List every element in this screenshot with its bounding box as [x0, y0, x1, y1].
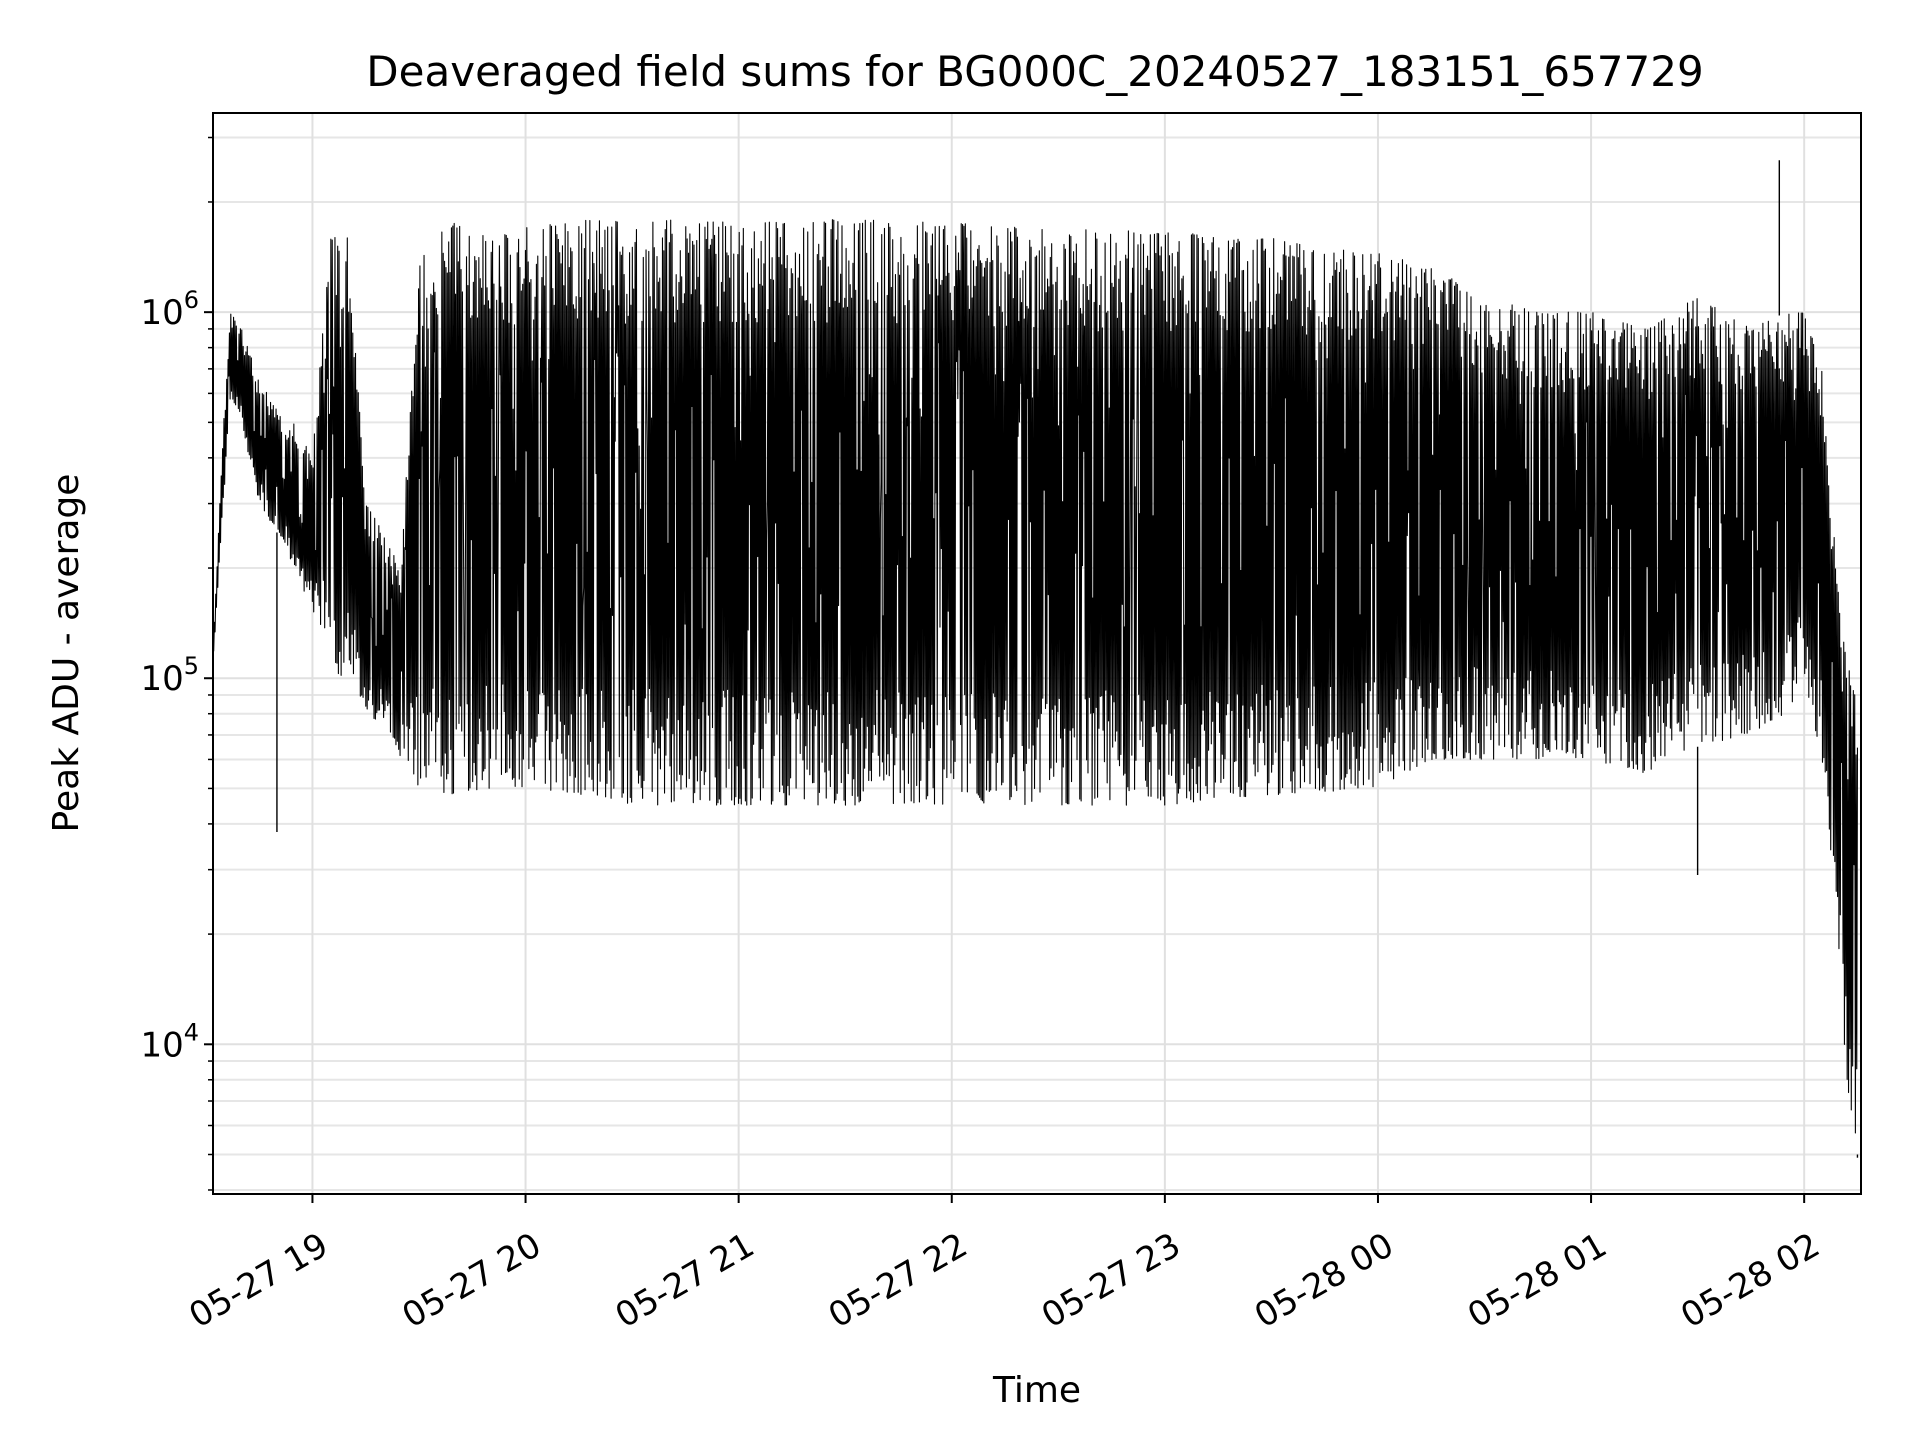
x-tick-label: 05-27 20: [396, 1225, 548, 1336]
y-axis: 104 105 106: [140, 136, 213, 1191]
x-axis: 05-27 19 05-27 20 05-27 21 05-27 22 05-27 23…: [183, 1194, 1827, 1336]
y-axis-label: Peak ADU - average: [46, 474, 87, 833]
plot-frame: [212, 112, 1862, 1195]
chart-title: Deaveraged field sums for BG000C_2024052…: [366, 47, 1703, 96]
x-tick-label: 05-27 22: [822, 1225, 974, 1336]
x-tick-label: 05-27 21: [609, 1225, 761, 1336]
x-tick-label: 05-28 01: [1461, 1225, 1613, 1336]
x-axis-label: Time: [992, 1370, 1081, 1411]
x-tick-label: 05-28 02: [1674, 1225, 1826, 1336]
y-tick-label: 106: [140, 286, 199, 333]
x-tick-label: 05-28 00: [1248, 1225, 1400, 1336]
y-tick-label: 104: [140, 1018, 199, 1065]
x-tick-label: 05-27 23: [1035, 1225, 1187, 1336]
x-tick-label: 05-27 19: [183, 1225, 335, 1336]
series-layer: [212, 160, 1859, 1158]
series-line: [212, 219, 1858, 1134]
y-tick-label: 105: [140, 652, 199, 699]
